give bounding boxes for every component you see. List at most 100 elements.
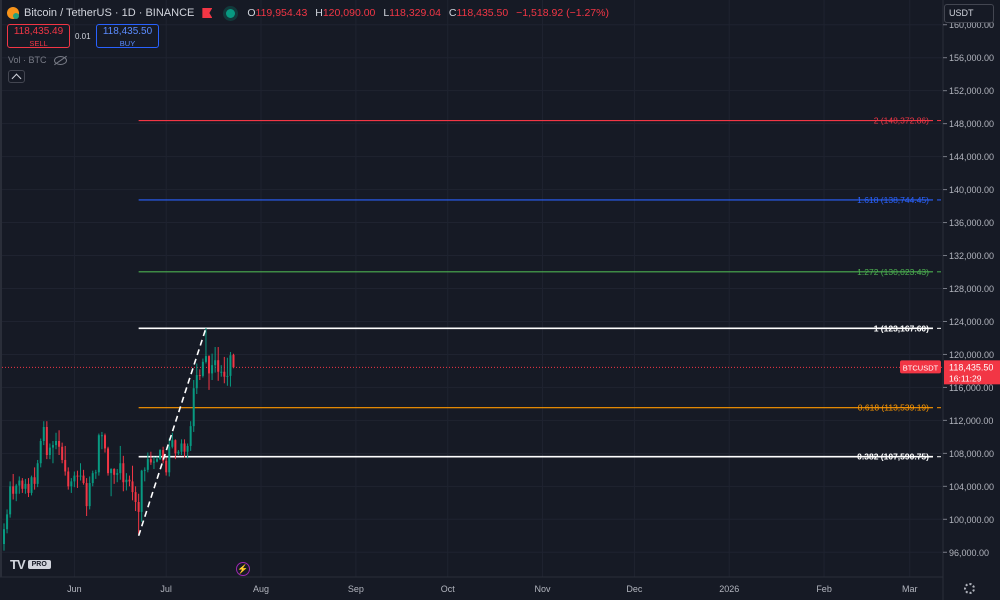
collapse-legend-button[interactable] (8, 70, 25, 84)
candle-body (183, 443, 186, 452)
candle-body (91, 473, 94, 484)
low-key: L (383, 7, 390, 19)
sell-button[interactable]: 118,435.49 SELL (7, 24, 70, 48)
fibonacci-extension[interactable]: 2 (148,372.86) 1.618 (138,744.45) 1.272 (1… (138, 116, 941, 462)
candle-body (204, 356, 207, 362)
candle-body (149, 459, 152, 463)
candle-body (201, 361, 204, 376)
currency-selector[interactable]: USDT (944, 4, 994, 23)
eye-hidden-icon[interactable] (54, 56, 68, 66)
candle-body (159, 450, 162, 460)
candle-body (73, 475, 76, 482)
open-key: O (247, 7, 256, 19)
candle-body (116, 473, 119, 475)
time-tick-label: Jul (160, 584, 172, 594)
fib-level-label: 2 (148,372.86) (874, 116, 929, 126)
candle-body (58, 440, 61, 447)
low-value: 118,329.04 (389, 7, 441, 19)
lightning-icon[interactable]: ⚡ (236, 562, 250, 576)
candle-body (9, 486, 12, 515)
candle-body (45, 426, 48, 456)
fib-level-label: 1.272 (130,023.43) (857, 267, 929, 277)
candle-body (12, 486, 15, 494)
candle-body (192, 388, 195, 427)
buy-label: BUY (119, 39, 136, 48)
candle-body (125, 479, 128, 483)
candle-body (122, 463, 125, 483)
current-price-value: 118,435.50 (949, 362, 993, 372)
candle-body (100, 435, 103, 437)
candle-body (180, 443, 183, 452)
grid-lines (2, 0, 943, 577)
candle-body (36, 463, 39, 484)
candle-body (3, 529, 5, 545)
candle-body (152, 461, 155, 463)
candle-body (195, 375, 198, 389)
candle-body (76, 475, 79, 477)
candle-body (88, 483, 91, 507)
candle-body (103, 435, 106, 449)
fib-level-label: 1.618 (138,744.45) (857, 195, 929, 205)
candle-body (162, 450, 165, 461)
price-tick-label: 128,000.00 (949, 284, 994, 294)
tradingview-logo[interactable]: TV PRO (10, 557, 51, 572)
time-tick-label: 2026 (719, 584, 739, 594)
price-tick-label: 152,000.00 (949, 86, 994, 96)
high-key: H (315, 7, 323, 19)
time-tick-label: Dec (626, 584, 643, 594)
time-axis[interactable]: Jun Jul Aug Sep Oct Nov Dec 2026 Feb Mar (0, 576, 943, 594)
price-tick-label: 104,000.00 (949, 482, 994, 492)
fib-level-label: 0.618 (113,539.19) (858, 403, 929, 413)
volume-legend: Vol · BTC (8, 55, 68, 66)
price-tick-label: 160,000.00 (949, 20, 994, 30)
price-tick-label: 108,000.00 (949, 449, 994, 459)
gear-icon[interactable] (964, 583, 975, 594)
candle-body (214, 360, 217, 366)
price-axis-bg (943, 0, 1000, 600)
candle-body (174, 440, 177, 454)
trend-line[interactable] (137, 327, 207, 537)
candle-body (85, 483, 88, 507)
high-value: 120,090.00 (322, 7, 376, 19)
symbol-title[interactable]: Bitcoin / TetherUS · 1D · BINANCE (24, 7, 195, 19)
candle-body (70, 481, 73, 487)
candle-body (198, 375, 201, 377)
buy-button[interactable]: 118,435.50 BUY (96, 24, 159, 48)
price-tick-label: 112,000.00 (949, 416, 993, 426)
symbol-legend: Bitcoin / TetherUS · 1D · BINANCE O119,9… (7, 4, 614, 22)
candle-body (211, 365, 214, 374)
candle-body (146, 459, 149, 470)
market-status-icon[interactable] (226, 8, 236, 18)
candle-body (189, 426, 192, 446)
chevron-up-icon (11, 73, 22, 84)
price-axis[interactable]: 96,000.00 100,000.00 104,000.00 108,000.00 1… (900, 0, 1000, 600)
candle-body (30, 477, 33, 493)
candle-body (131, 481, 134, 493)
candle-body (15, 485, 18, 494)
candle-body (82, 475, 85, 484)
candle-body (61, 446, 64, 460)
time-tick-label: Mar (902, 584, 918, 594)
price-tick-label: 144,000.00 (949, 152, 994, 162)
ohlc-values: O119,954.43 H120,090.00 L118,329.04 C118… (247, 7, 614, 19)
time-tick-label: Nov (535, 584, 552, 594)
candle-body (113, 469, 116, 475)
candle-body (223, 371, 226, 377)
candle-body (232, 354, 235, 368)
open-value: 119,954.43 (255, 7, 308, 19)
candle-body (110, 469, 113, 474)
candle-body (27, 483, 30, 493)
flag-icon[interactable] (202, 8, 213, 18)
candle-body (64, 459, 67, 472)
pro-badge: PRO (27, 560, 51, 569)
time-tick-label: Feb (816, 584, 832, 594)
price-tick-label: 140,000.00 (949, 185, 994, 195)
candle-body (55, 440, 58, 446)
logo-mark: TV (10, 557, 26, 572)
candle-body (18, 480, 21, 486)
buy-price: 118,435.50 (102, 26, 153, 37)
candle-body (165, 460, 168, 473)
time-tick-label: Aug (253, 584, 269, 594)
